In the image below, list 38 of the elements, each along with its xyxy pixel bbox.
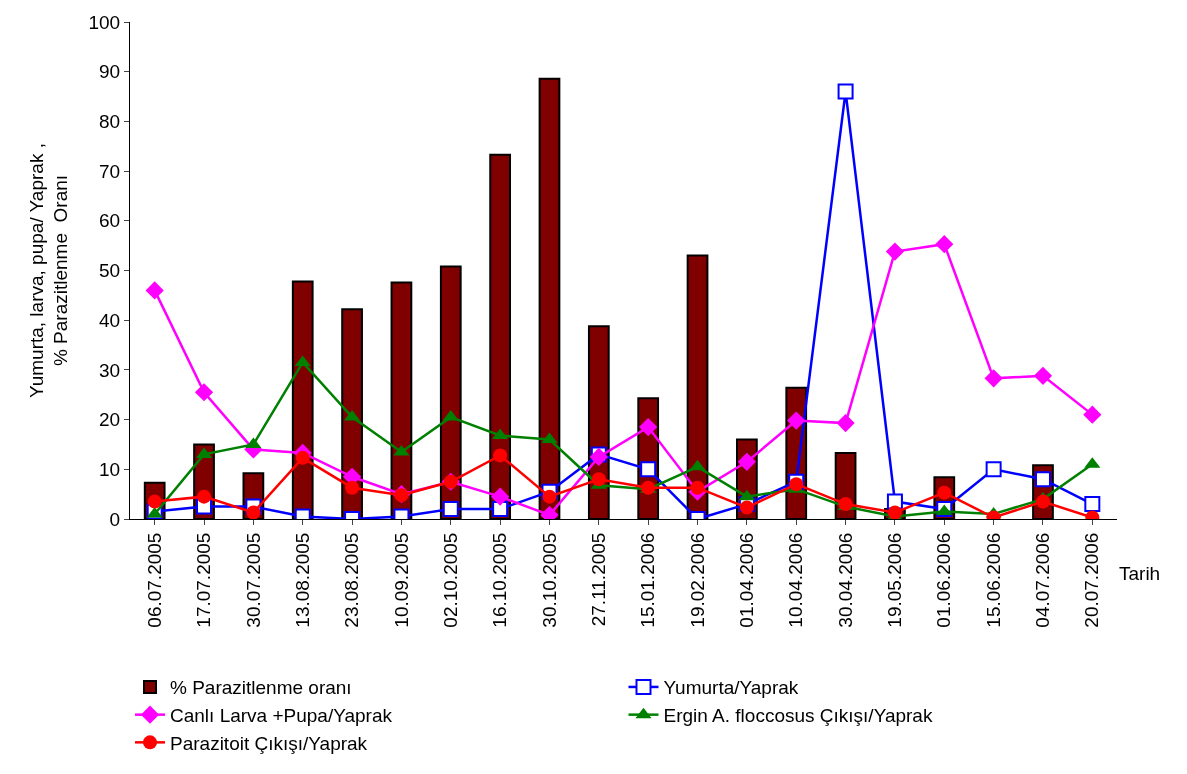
x-tick-label: 17.07.2005 xyxy=(193,532,215,628)
x-tick-label: 16.10.2005 xyxy=(489,532,511,628)
y-tick-label: 10 xyxy=(99,458,121,480)
x-axis-title: Tarih xyxy=(1119,563,1161,584)
y-tick-label: 60 xyxy=(99,210,121,232)
x-tick-label: 02.10.2005 xyxy=(439,532,461,628)
x-tick-label: 10.09.2005 xyxy=(390,532,412,628)
y-tick-label: 30 xyxy=(99,359,121,381)
y-tick-label: 80 xyxy=(99,111,121,133)
x-tick-label: 15.01.2006 xyxy=(637,532,659,628)
y-tick-label: 20 xyxy=(99,409,121,431)
x-tick-label: 10.04.2006 xyxy=(785,532,807,628)
legend-label: Ergin A. floccosus Çıkışı/Yaprak xyxy=(663,705,933,727)
y-axis-title: Yumurta, larva, pupa/ Yaprak , % Parazitlenme Oranı xyxy=(25,143,72,398)
x-tick-label: 01.04.2006 xyxy=(736,532,758,628)
legend-label: Parazitoit Çıkışı/Yaprak xyxy=(170,732,368,754)
legend-label: Canlı Larva +Pupa/Yaprak xyxy=(170,705,393,727)
y-tick-label: 0 xyxy=(109,508,121,530)
x-tick-label: 15.06.2006 xyxy=(982,532,1004,628)
x-tick-label: 13.08.2005 xyxy=(291,532,313,628)
x-tick-label: 06.07.2005 xyxy=(143,532,165,628)
y-tick-label: 50 xyxy=(99,260,121,282)
y-tick-label: 100 xyxy=(88,11,121,33)
legend-label: Yumurta/Yaprak xyxy=(663,677,799,699)
x-tick-label: 20.07.2006 xyxy=(1081,532,1103,628)
x-tick-label: 04.07.2006 xyxy=(1032,532,1054,628)
x-tick-label: 19.02.2006 xyxy=(686,532,708,628)
x-tick-label: 23.08.2005 xyxy=(341,532,363,628)
x-tick-label: 30.04.2006 xyxy=(834,532,856,628)
y-tick-label: 40 xyxy=(99,309,121,331)
x-tick-label: 27.11.2005 xyxy=(588,532,610,627)
legend-label: % Parazitlenme oranı xyxy=(170,677,352,699)
y-tick-label: 70 xyxy=(99,160,121,182)
x-tick-label: 30.10.2005 xyxy=(538,532,560,628)
y-tick-label: 90 xyxy=(99,61,121,83)
x-tick-label: 19.05.2006 xyxy=(884,532,906,628)
x-tick-label: 30.07.2005 xyxy=(242,532,264,628)
x-tick-label: 01.06.2006 xyxy=(933,532,955,628)
